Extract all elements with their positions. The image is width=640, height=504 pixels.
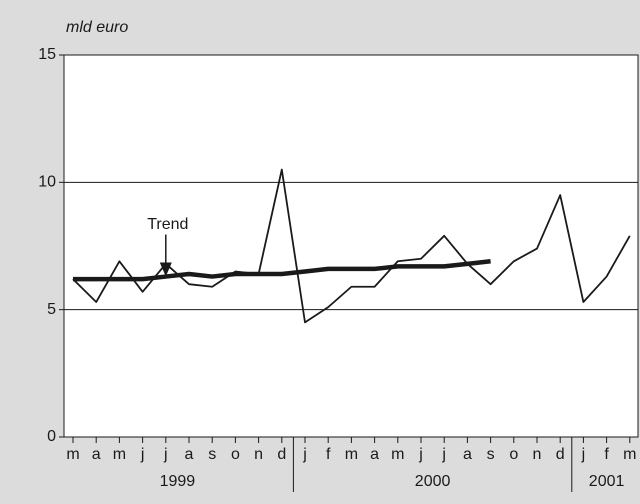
x-tick-label: d [277, 446, 286, 463]
x-tick-label: a [370, 446, 379, 463]
x-tick-label: j [581, 446, 586, 463]
x-tick-label: f [326, 446, 331, 463]
plot-area [64, 55, 638, 437]
annotation: Trend [147, 216, 188, 233]
subtitle: mld euro [66, 19, 128, 36]
x-tick-label: j [302, 446, 307, 463]
x-tick-label: a [92, 446, 101, 463]
x-tick-label: j [441, 446, 446, 463]
annotation-arrowhead [159, 262, 172, 277]
x-tick-label: j [140, 446, 145, 463]
x-tick-label: j [418, 446, 423, 463]
x-tick-label: s [208, 446, 216, 463]
x-tick-label: n [533, 446, 542, 463]
x-tick-label: o [509, 446, 518, 463]
x-tick-label: m [623, 446, 636, 463]
x-tick-label: m [345, 446, 358, 463]
x-tick-label: m [113, 446, 126, 463]
x-tick-label: j [163, 446, 168, 463]
x-tick-label: d [556, 446, 565, 463]
y-tick-label: 0 [47, 428, 56, 445]
year-label: 1999 [160, 473, 196, 490]
x-tick-label: m [391, 446, 404, 463]
x-tick-label: a [463, 446, 472, 463]
x-tick-label: m [66, 446, 79, 463]
year-label: 2001 [589, 473, 625, 490]
x-tick-label: a [185, 446, 194, 463]
x-tick-label: s [487, 446, 495, 463]
year-label: 2000 [415, 473, 451, 490]
x-tick-label: f [604, 446, 609, 463]
x-tick-label: o [231, 446, 240, 463]
y-tick-label: 15 [38, 46, 56, 63]
y-tick-label: 10 [38, 174, 56, 191]
x-tick-label: n [254, 446, 263, 463]
y-tick-label: 5 [47, 301, 56, 318]
trend-line [73, 259, 491, 282]
